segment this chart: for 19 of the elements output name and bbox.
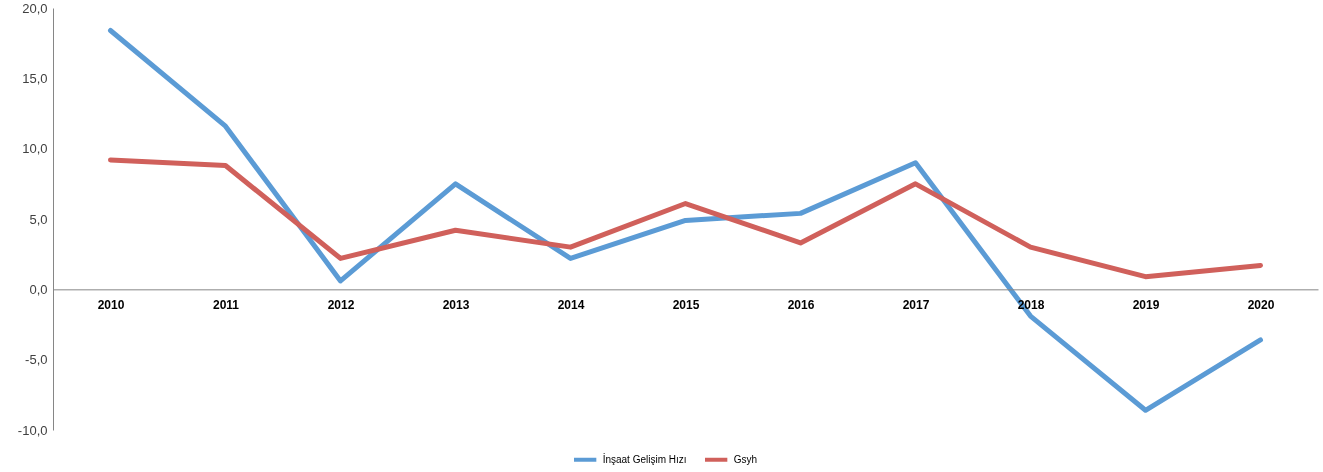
x-tick-label: 2011 bbox=[212, 297, 240, 312]
y-tick-label: -10,0 bbox=[17, 422, 48, 438]
x-tick-label: 2015 bbox=[672, 297, 700, 312]
y-tick-label: 10,0 bbox=[22, 141, 48, 157]
y-tick-label: -5,0 bbox=[25, 352, 48, 368]
x-tick-label: 2010 bbox=[97, 297, 125, 312]
x-tick-label: 2019 bbox=[1132, 297, 1160, 312]
x-tick-label: 2016 bbox=[787, 297, 815, 312]
x-tick-label: 2013 bbox=[442, 297, 470, 312]
x-tick-label: 2020 bbox=[1247, 297, 1275, 312]
y-tick-label: 5,0 bbox=[29, 211, 48, 227]
x-tick-label: 2012 bbox=[327, 297, 355, 312]
y-tick-label: 0,0 bbox=[29, 281, 48, 297]
y-tick-label: 15,0 bbox=[22, 70, 48, 86]
y-tick-label: 20,0 bbox=[22, 0, 48, 16]
legend-label: İnşaat Gelişim Hızı bbox=[602, 452, 687, 465]
legend-label: Gsyh bbox=[733, 453, 757, 465]
x-tick-label: 2017 bbox=[902, 297, 930, 312]
x-tick-label: 2014 bbox=[557, 297, 585, 312]
